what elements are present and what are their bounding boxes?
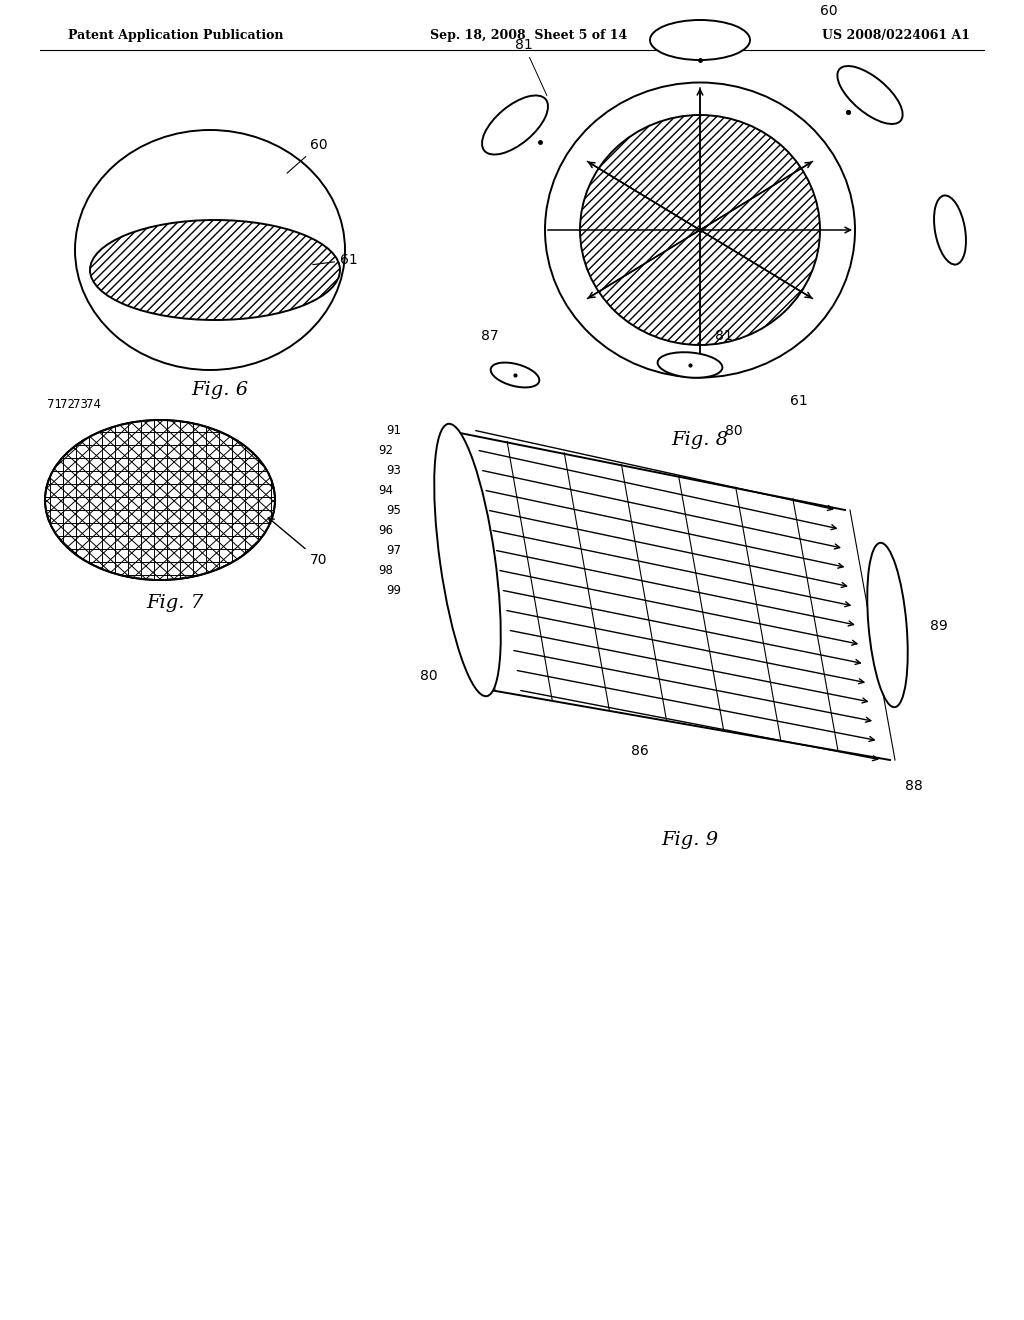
Text: 91: 91 [386,424,401,437]
Text: 80: 80 [725,424,742,438]
Text: 97: 97 [386,544,401,557]
Text: 99: 99 [386,583,401,597]
Text: 92: 92 [378,444,393,457]
Ellipse shape [490,363,540,388]
Text: 89: 89 [930,619,948,634]
Text: 74: 74 [86,399,101,411]
Text: Fig. 6: Fig. 6 [191,381,249,399]
Text: 98: 98 [378,564,393,577]
Text: Fig. 8: Fig. 8 [672,432,728,449]
Text: Sep. 18, 2008  Sheet 5 of 14: Sep. 18, 2008 Sheet 5 of 14 [430,29,628,41]
Ellipse shape [434,424,501,696]
Text: 95: 95 [386,503,401,516]
Ellipse shape [867,543,907,708]
Ellipse shape [650,20,750,59]
Text: 60: 60 [820,4,838,18]
Text: 86: 86 [631,744,649,758]
Text: Fig. 7: Fig. 7 [146,594,204,612]
Text: Patent Application Publication: Patent Application Publication [68,29,284,41]
Text: 81: 81 [715,329,733,343]
Text: 96: 96 [378,524,393,536]
Text: 88: 88 [905,779,923,793]
Ellipse shape [45,420,275,579]
Text: 60: 60 [287,139,328,173]
Text: 87: 87 [481,329,499,343]
Text: 94: 94 [378,483,393,496]
Text: 81: 81 [515,38,547,95]
Ellipse shape [580,115,820,345]
Ellipse shape [657,352,722,378]
Text: 61: 61 [312,253,357,267]
Text: 61: 61 [790,393,808,408]
Text: US 2008/0224061 A1: US 2008/0224061 A1 [822,29,970,41]
Text: 71: 71 [47,399,62,411]
Ellipse shape [838,66,902,124]
Ellipse shape [482,95,548,154]
Text: Fig. 9: Fig. 9 [662,832,719,849]
Ellipse shape [934,195,966,264]
Text: 70: 70 [268,517,328,568]
Text: 93: 93 [386,463,401,477]
Ellipse shape [75,129,345,370]
Text: 80: 80 [420,669,437,682]
Text: 73: 73 [73,399,88,411]
Text: 72: 72 [60,399,75,411]
Ellipse shape [90,220,340,319]
